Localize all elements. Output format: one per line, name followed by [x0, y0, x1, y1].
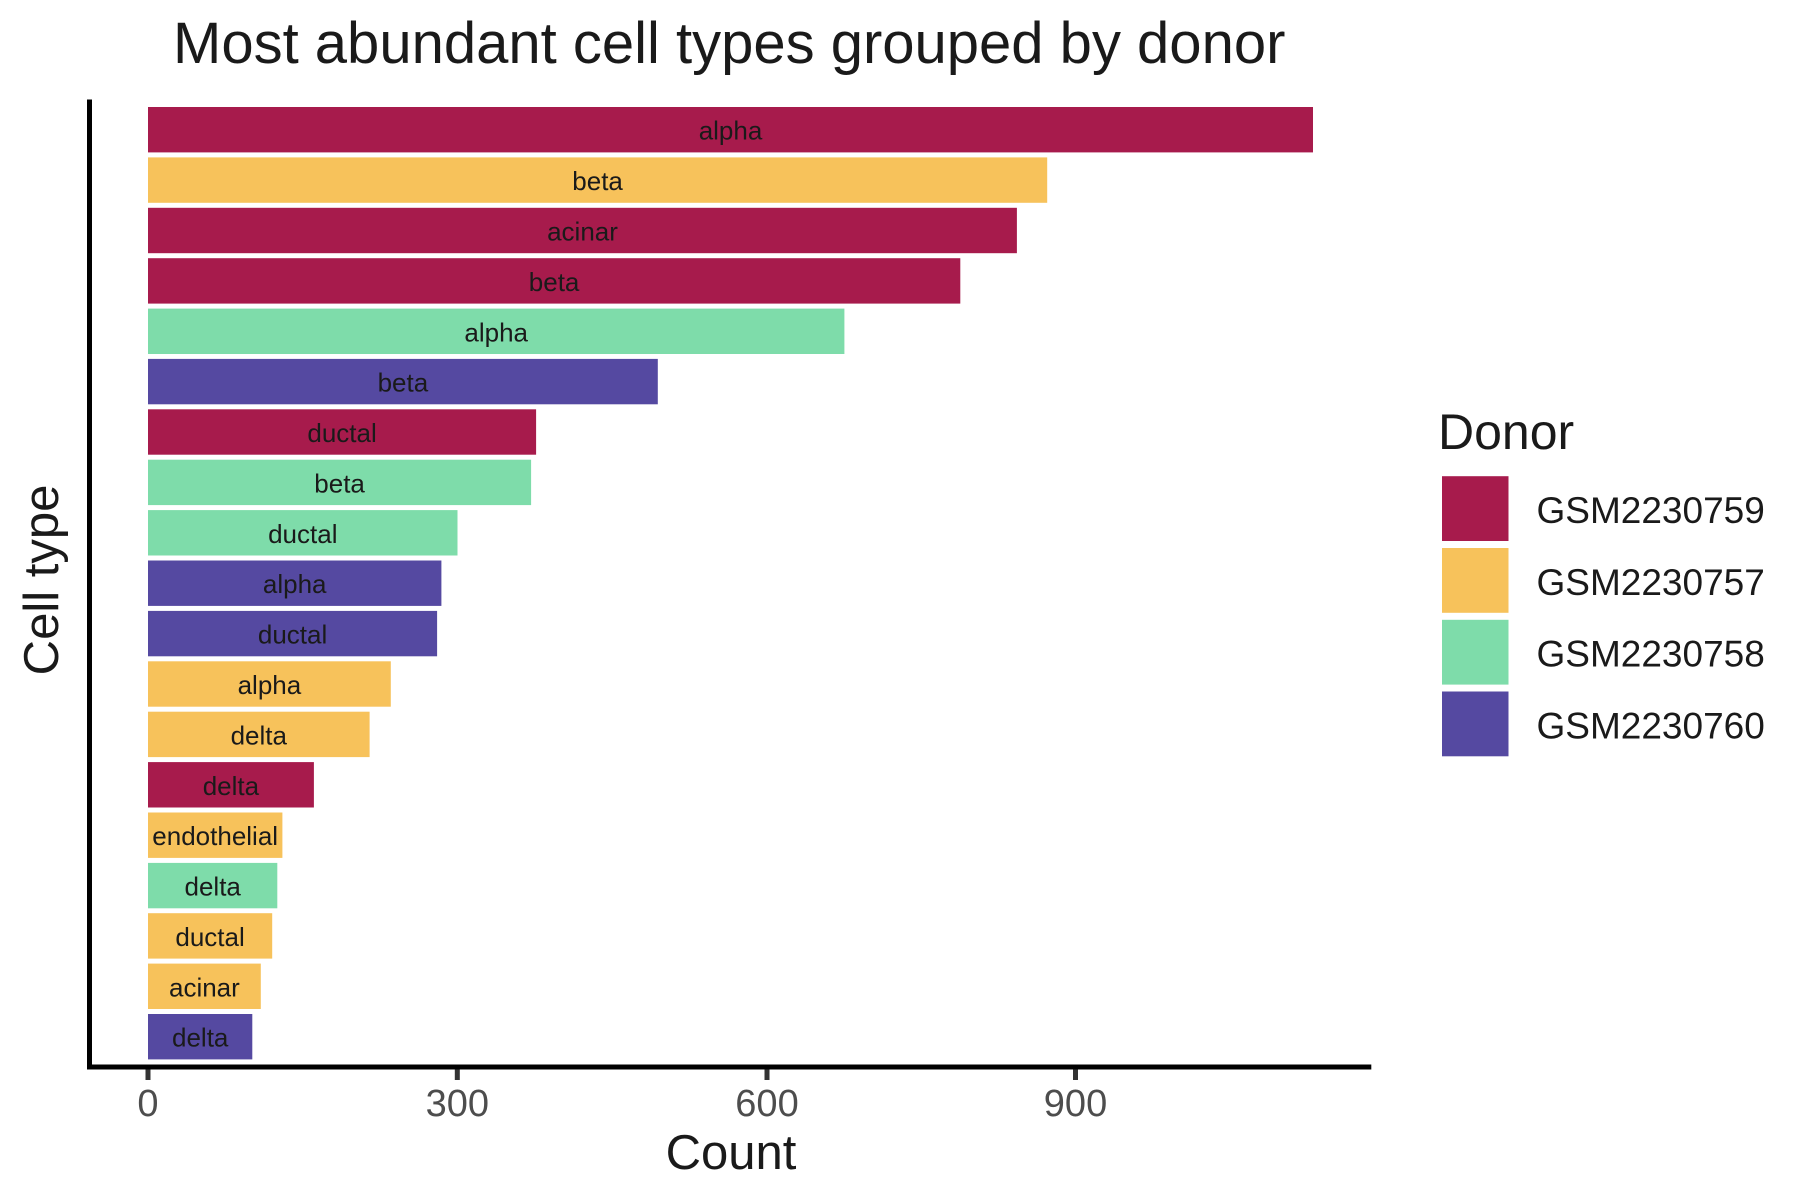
svg-text:delta: delta [203, 771, 260, 801]
svg-text:900: 900 [1044, 1083, 1107, 1125]
svg-text:alpha: alpha [263, 569, 327, 599]
svg-text:Count: Count [666, 1126, 797, 1180]
svg-text:delta: delta [231, 720, 288, 750]
svg-text:beta: beta [314, 468, 365, 498]
svg-text:beta: beta [529, 267, 580, 297]
svg-text:300: 300 [426, 1083, 489, 1125]
svg-text:GSM2230759: GSM2230759 [1537, 490, 1765, 531]
svg-text:Most abundant cell types group: Most abundant cell types grouped by dono… [173, 11, 1285, 76]
svg-text:beta: beta [378, 368, 429, 398]
svg-text:acinar: acinar [547, 217, 618, 247]
svg-text:ductal: ductal [258, 620, 327, 650]
svg-text:600: 600 [735, 1083, 798, 1125]
svg-text:delta: delta [185, 872, 242, 902]
svg-text:GSM2230758: GSM2230758 [1537, 634, 1765, 675]
svg-text:alpha: alpha [699, 116, 763, 146]
svg-text:alpha: alpha [238, 670, 302, 700]
svg-text:GSM2230757: GSM2230757 [1537, 562, 1765, 603]
svg-text:beta: beta [572, 166, 623, 196]
svg-text:alpha: alpha [464, 317, 528, 347]
svg-text:delta: delta [172, 1023, 229, 1053]
svg-text:Donor: Donor [1438, 404, 1574, 460]
svg-text:Cell type: Cell type [15, 485, 69, 676]
svg-text:0: 0 [137, 1083, 158, 1125]
svg-text:ductal: ductal [268, 519, 337, 549]
svg-text:endothelial: endothelial [152, 821, 278, 851]
svg-text:GSM2230760: GSM2230760 [1537, 705, 1765, 746]
svg-text:acinar: acinar [169, 972, 240, 1002]
svg-text:ductal: ductal [307, 418, 376, 448]
svg-text:ductal: ductal [175, 922, 244, 952]
